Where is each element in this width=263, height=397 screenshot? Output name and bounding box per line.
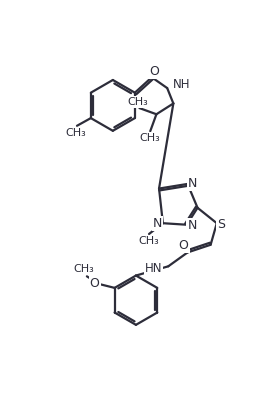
Text: CH₃: CH₃ [73,264,94,274]
Text: O: O [149,66,159,78]
Text: O: O [90,277,99,290]
Text: S: S [217,218,225,231]
Text: N: N [188,177,198,190]
Text: CH₃: CH₃ [140,133,161,143]
Text: CH₃: CH₃ [65,128,86,138]
Text: N: N [188,219,197,232]
Text: NH: NH [173,79,190,91]
Text: O: O [179,239,189,252]
Text: CH₃: CH₃ [139,236,159,246]
Text: N: N [153,218,162,231]
Text: CH₃: CH₃ [128,97,148,107]
Text: HN: HN [145,262,162,275]
